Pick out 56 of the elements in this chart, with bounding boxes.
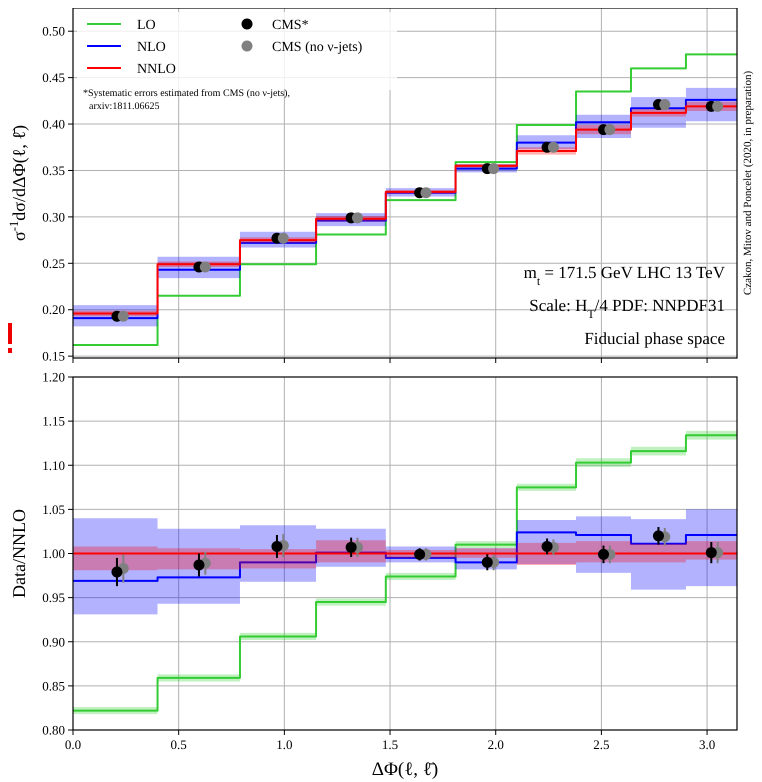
point (542, 540, 553, 552)
y-tick-label: 0.20 (42, 302, 65, 318)
y-axis-title: Data/NNLO (9, 509, 29, 598)
x-tick-label: 0.0 (64, 737, 82, 752)
point (414, 548, 426, 560)
point (200, 262, 211, 273)
text: Czakon, Mitov and Poncelet (2020, in preparation) (742, 70, 754, 296)
annotation: Fiducial phase space (584, 329, 725, 348)
point (706, 547, 717, 558)
y-tick-label: 1.15 (42, 414, 65, 429)
point (118, 310, 129, 322)
y-tick-label: 0.15 (42, 348, 65, 364)
point (352, 212, 363, 224)
x-tick-label: 0.5 (170, 737, 187, 752)
y-tick-label: 0.25 (42, 256, 65, 271)
y-tick-label: 0.85 (42, 678, 65, 694)
x-tick-label: 2.0 (488, 737, 504, 752)
point (278, 232, 289, 244)
legend-label: NLO (137, 40, 166, 55)
y-tick-label: 0.90 (42, 634, 65, 650)
y-tick-label: 1.20 (42, 370, 65, 384)
point (111, 566, 122, 578)
point (659, 99, 670, 110)
point (488, 163, 500, 174)
x-tick-label: 1.5 (382, 737, 398, 752)
point (193, 559, 204, 570)
y-tick-label: 0.80 (42, 722, 65, 738)
y-tick-label: 0.50 (42, 24, 65, 39)
y-tick-label: 0.95 (42, 590, 65, 606)
point (652, 530, 664, 542)
x-tick-label: 3.0 (698, 737, 716, 752)
point (482, 556, 493, 568)
y-tick-label: 1.10 (42, 458, 65, 473)
x-tick-label: 2.5 (593, 737, 610, 752)
point (346, 542, 357, 553)
y-tick-label: 1.05 (42, 502, 65, 517)
annotation: Scale: H$_{T}$/4 PDF: NNPDF31 (529, 296, 725, 321)
point (420, 187, 432, 198)
point (604, 124, 616, 136)
point (712, 100, 724, 112)
legend-label: NNLO (137, 62, 176, 77)
legend-label: CMS* (272, 18, 309, 33)
y-tick-label: 0.35 (42, 162, 65, 178)
legend-label: LO (137, 18, 156, 33)
y-tick-label: 1.00 (42, 546, 65, 561)
legend-label: CMS (no ν-jets) (272, 40, 363, 55)
y-tick-label: 0.40 (42, 116, 65, 132)
point (548, 142, 559, 153)
point (598, 548, 610, 560)
annotation: *Systematic errors estimated from CMS (no ν-jets), arxiv:1811.06625 (83, 88, 290, 112)
x-tick-label: 1.0 (276, 737, 292, 752)
x-axis-title: ΔΦ(ℓ, ℓ̄) (372, 759, 438, 780)
y-tick-label: 0.30 (42, 209, 65, 224)
annotation: m$_{t}$ = 171.5 GeV LHC 13 TeV (524, 263, 726, 288)
y-tick-label: 0.45 (42, 70, 65, 86)
point (271, 540, 282, 552)
